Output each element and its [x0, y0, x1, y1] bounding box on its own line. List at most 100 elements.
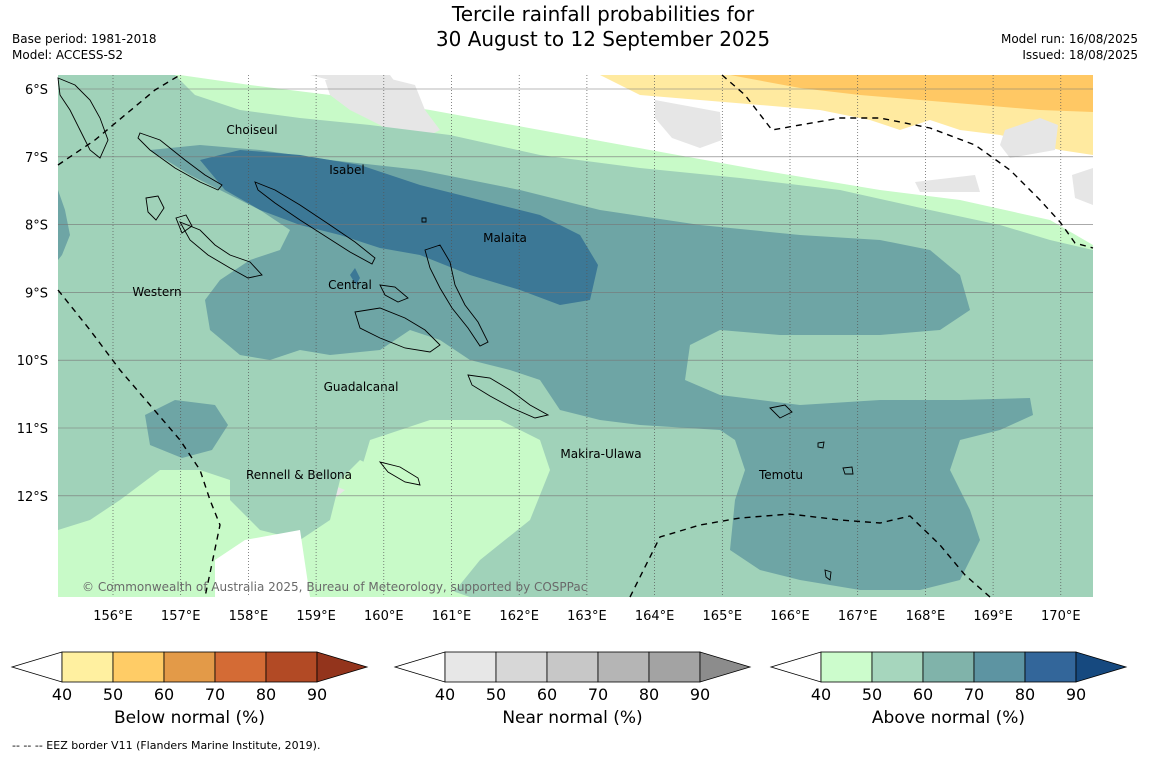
legend-extend-high — [699, 651, 752, 683]
longitude-label: 162°E — [499, 609, 539, 624]
island-choiseul — [137, 132, 223, 191]
legend-tick-label: 60 — [154, 685, 174, 704]
legend-swatch — [265, 651, 318, 683]
eez-borders — [57, 74, 1094, 598]
region-label: Temotu — [758, 468, 803, 482]
copyright-note: © Commonwealth of Australia 2025, Bureau… — [82, 580, 588, 594]
eez-border-vanuatu — [629, 513, 991, 598]
legend-near-title: Near normal (%) — [502, 708, 643, 728]
island-guadalcanal — [354, 307, 441, 353]
field-near-patch-south — [215, 530, 310, 597]
issued-date: Issued: 18/08/2025 — [1022, 48, 1138, 62]
legend-tick-label: 60 — [537, 685, 557, 704]
meta-left: Base period: 1981-2018 Model: ACCESS-S2 — [12, 31, 157, 63]
island-western-2 — [145, 195, 165, 221]
field-above-70-80 — [200, 150, 598, 305]
region-label: Central — [328, 278, 372, 292]
legend-swatch — [112, 651, 165, 683]
longitude-label: 160°E — [364, 609, 404, 624]
region-label: Isabel — [329, 163, 364, 177]
legend-tick-label: 70 — [964, 685, 984, 704]
longitude-label: 169°E — [973, 609, 1013, 624]
island-western-3 — [175, 214, 193, 234]
legend-swatch — [871, 651, 924, 683]
island-makira — [467, 374, 550, 419]
latitude-label: 9°S — [25, 286, 48, 301]
latitude-label: 8°S — [25, 219, 48, 234]
island-temotu-3 — [842, 466, 854, 475]
latitude-label: 10°S — [17, 354, 48, 369]
field-near-patch-5 — [1072, 168, 1093, 205]
legend-colorbar: 40 50 60 70 80 90 — [393, 651, 752, 704]
island-malaita — [424, 244, 489, 347]
region-label: Choiseul — [226, 123, 277, 137]
legend-swatch — [922, 651, 975, 683]
legend-tick-label: 40 — [52, 685, 72, 704]
latitude-label: 11°S — [17, 422, 48, 437]
legend-swatch — [495, 651, 548, 683]
legend-tick-label: 50 — [486, 685, 506, 704]
legend-area: 40 50 60 70 80 90 40 50 60 70 80 90 40 50 60 70 80 90 — [10, 651, 1128, 704]
legend-swatch — [546, 651, 599, 683]
field-above-60-70-main — [150, 145, 1033, 590]
legend-tick-label: 50 — [103, 685, 123, 704]
legend-swatch — [214, 651, 267, 683]
map-gridlines — [58, 75, 1093, 597]
longitude-label: 164°E — [635, 609, 675, 624]
field-near-patch-4 — [915, 175, 980, 192]
legend-tick-label: 80 — [1015, 685, 1035, 704]
longitude-label: 167°E — [838, 609, 878, 624]
longitude-label: 159°E — [296, 609, 336, 624]
legend-above-title: Above normal (%) — [871, 708, 1026, 728]
legend-swatch — [1024, 651, 1077, 683]
legend-tick-label: 90 — [307, 685, 327, 704]
probability-fields — [58, 75, 1093, 597]
legend-extend-low — [10, 651, 63, 683]
field-above-70-80-isabel — [330, 186, 372, 196]
field-near-patch-3 — [1000, 118, 1058, 158]
forecast-map: 156°E 157°E 158°E 159°E 160°E 161°E 162°E 163°E… — [17, 74, 1094, 624]
field-near-patch-8 — [310, 75, 395, 84]
field-near-patch-2 — [655, 100, 722, 148]
map-title: Tercile rainfall probabilities for 30 Au… — [0, 2, 1150, 52]
longitude-label: 165°E — [703, 609, 743, 624]
eez-border-north — [721, 74, 1094, 249]
longitude-label: 163°E — [567, 609, 607, 624]
longitude-label: 158°E — [229, 609, 269, 624]
legend-extend-high — [316, 651, 369, 683]
region-label: Malaita — [483, 231, 527, 245]
legend-swatch — [648, 651, 701, 683]
legend-swatch — [820, 651, 873, 683]
legend-tick-label: 90 — [690, 685, 710, 704]
latitude-labels: 6°S 7°S 8°S 9°S 10°S 11°S 12°S — [17, 83, 48, 505]
latitude-label: 6°S — [25, 83, 48, 98]
legend-tick-label: 80 — [639, 685, 659, 704]
legend-extend-low — [769, 651, 822, 683]
field-above-60-70-sw — [145, 400, 228, 458]
model-run: Model run: 16/08/2025 — [1000, 32, 1138, 46]
island-rennell — [378, 461, 421, 486]
field-above-60-70-west — [58, 190, 70, 260]
field-below-50-60 — [730, 75, 1093, 112]
longitude-label: 161°E — [432, 609, 472, 624]
eez-border-png-west — [57, 289, 221, 598]
field-near-patch-1 — [325, 75, 440, 140]
legend-extend-low — [393, 651, 446, 683]
longitude-label: 166°E — [770, 609, 810, 624]
title-line-2: 30 August to 12 September 2025 — [435, 27, 771, 51]
island-bougainville — [57, 77, 109, 159]
base-period: Base period: 1981-2018 — [12, 32, 157, 46]
legend-tick-label: 90 — [1066, 685, 1086, 704]
region-label: Western — [132, 285, 181, 299]
region-labels: Choiseul Isabel Malaita Western Central Guada… — [132, 123, 803, 482]
island-ontong — [421, 217, 427, 223]
longitude-label: 156°E — [93, 609, 133, 624]
field-above-40-50-south — [300, 420, 550, 597]
region-label: Guadalcanal — [324, 380, 399, 394]
island-temotu-4 — [824, 569, 832, 581]
title-line-1: Tercile rainfall probabilities for — [451, 2, 755, 26]
legend-tick-label: 70 — [205, 685, 225, 704]
legend-tick-label: 70 — [588, 685, 608, 704]
island-temotu-1 — [769, 404, 793, 419]
island-isabel — [254, 181, 376, 265]
